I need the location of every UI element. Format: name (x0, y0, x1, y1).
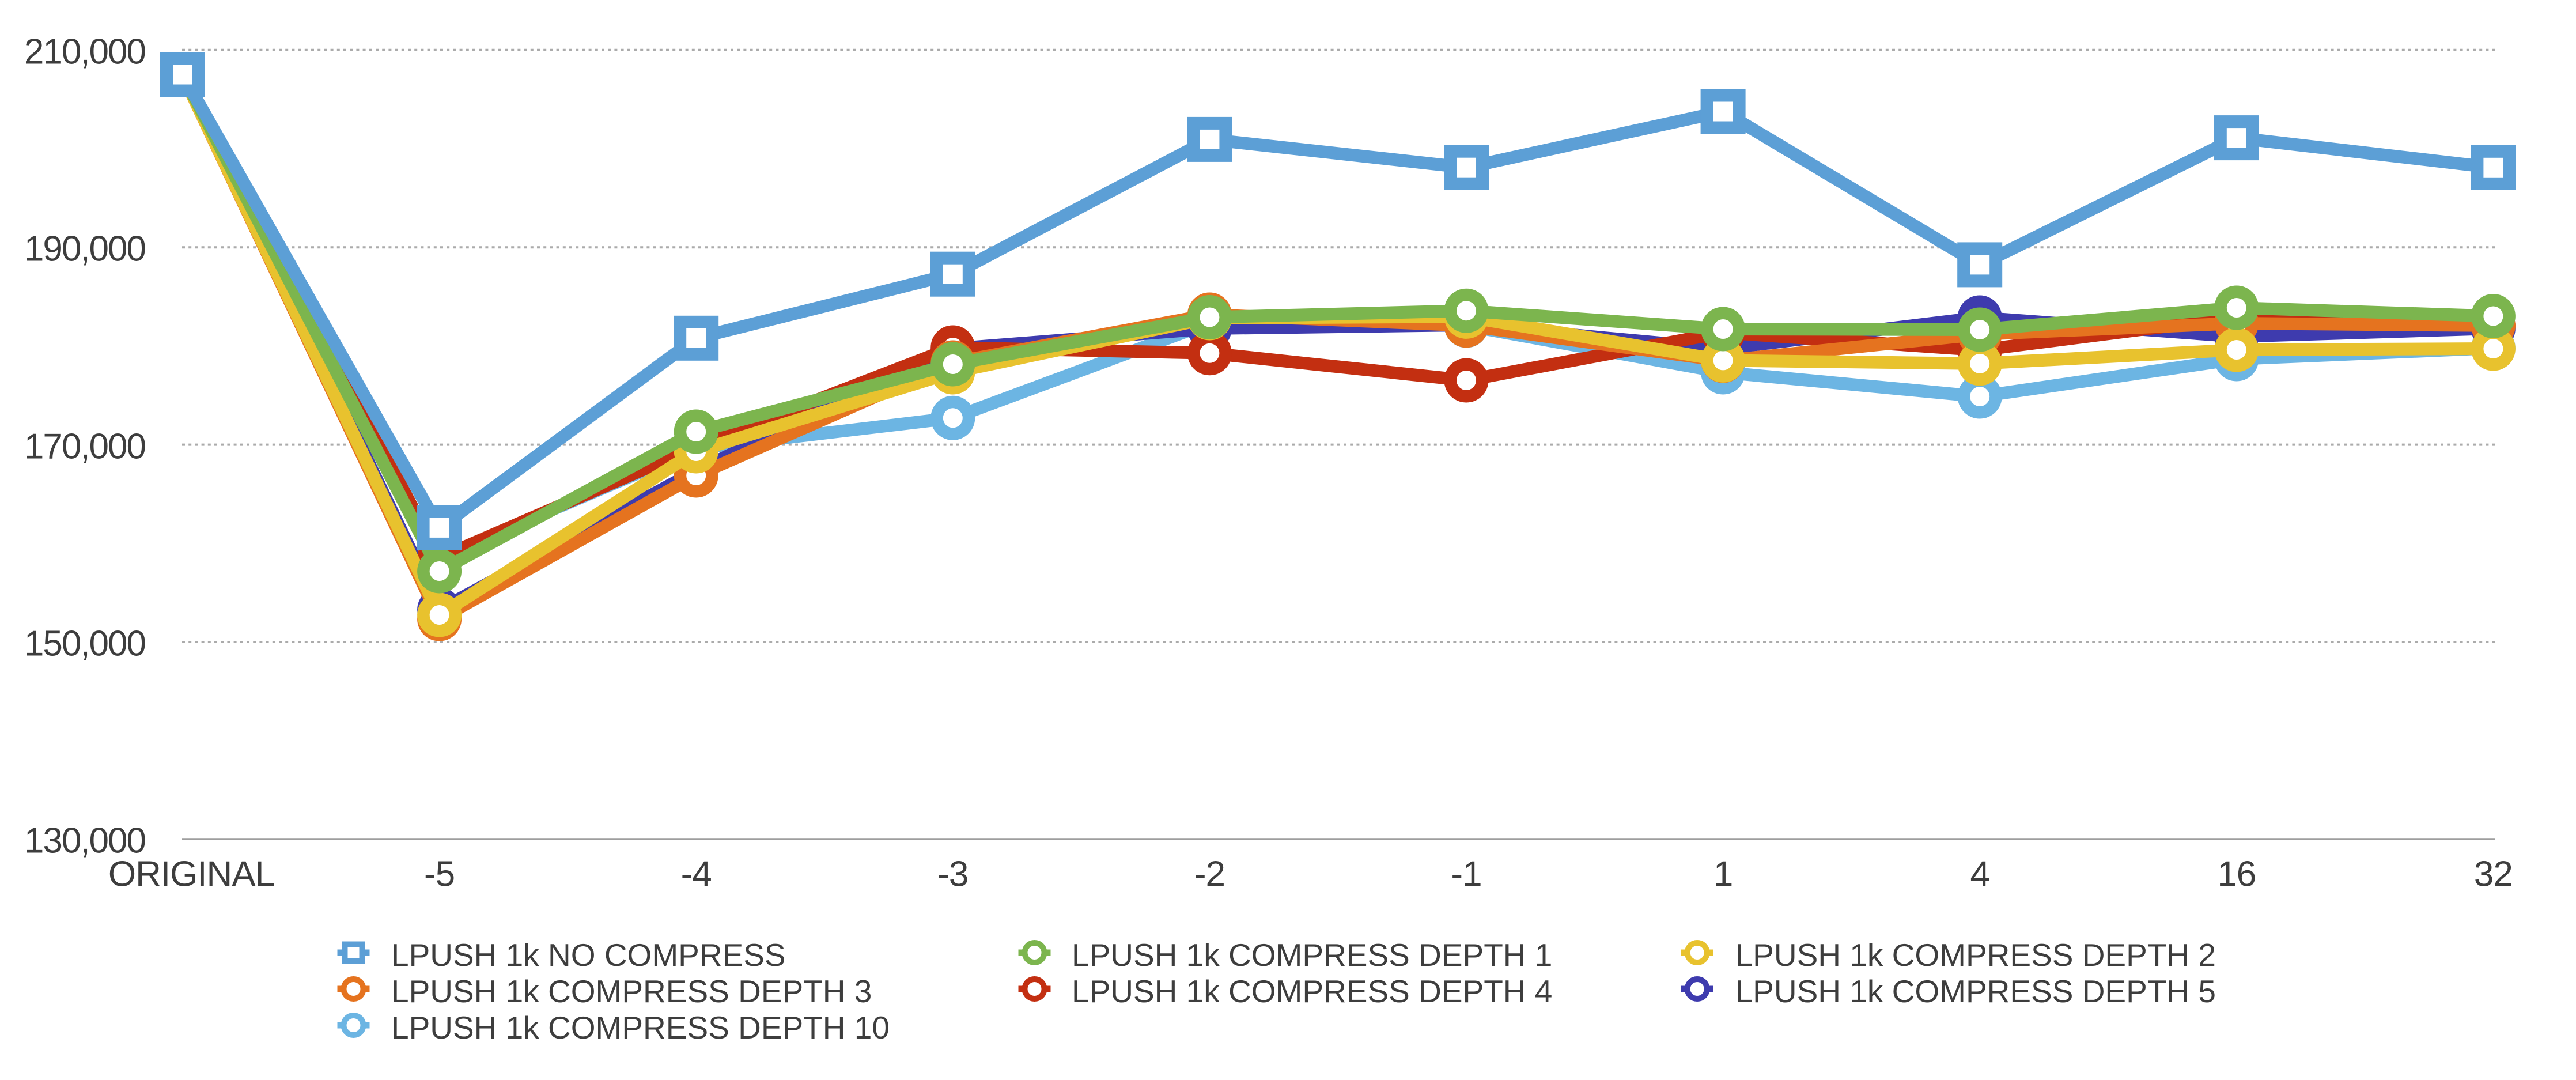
svg-text:32: 32 (2474, 855, 2513, 894)
svg-text:190,000: 190,000 (24, 229, 146, 269)
svg-text:LPUSH 1k COMPRESS DEPTH 5: LPUSH 1k COMPRESS DEPTH 5 (1735, 973, 2216, 1009)
svg-text:210,000: 210,000 (24, 32, 146, 72)
svg-text:LPUSH 1k COMPRESS DEPTH 4: LPUSH 1k COMPRESS DEPTH 4 (1072, 973, 1552, 1009)
svg-text:-5: -5 (424, 855, 455, 894)
svg-text:16: 16 (2217, 855, 2256, 894)
svg-text:LPUSH 1k COMPRESS DEPTH 1: LPUSH 1k COMPRESS DEPTH 1 (1072, 937, 1552, 973)
svg-text:1: 1 (1713, 855, 1733, 894)
svg-text:130,000: 130,000 (24, 821, 146, 861)
svg-text:-3: -3 (937, 855, 968, 894)
svg-text:ORIGINAL: ORIGINAL (108, 855, 274, 894)
svg-text:-1: -1 (1451, 855, 1481, 894)
svg-text:LPUSH 1k NO COMPRESS: LPUSH 1k NO COMPRESS (391, 937, 786, 973)
svg-text:LPUSH 1k COMPRESS DEPTH 10: LPUSH 1k COMPRESS DEPTH 10 (391, 1010, 890, 1045)
svg-text:150,000: 150,000 (24, 624, 146, 664)
svg-text:LPUSH 1k COMPRESS DEPTH 2: LPUSH 1k COMPRESS DEPTH 2 (1735, 937, 2216, 973)
svg-text:-2: -2 (1194, 855, 1225, 894)
svg-text:-4: -4 (681, 855, 712, 894)
svg-text:4: 4 (1970, 855, 1989, 894)
svg-text:170,000: 170,000 (24, 427, 146, 467)
svg-text:LPUSH 1k COMPRESS DEPTH 3: LPUSH 1k COMPRESS DEPTH 3 (391, 973, 872, 1009)
